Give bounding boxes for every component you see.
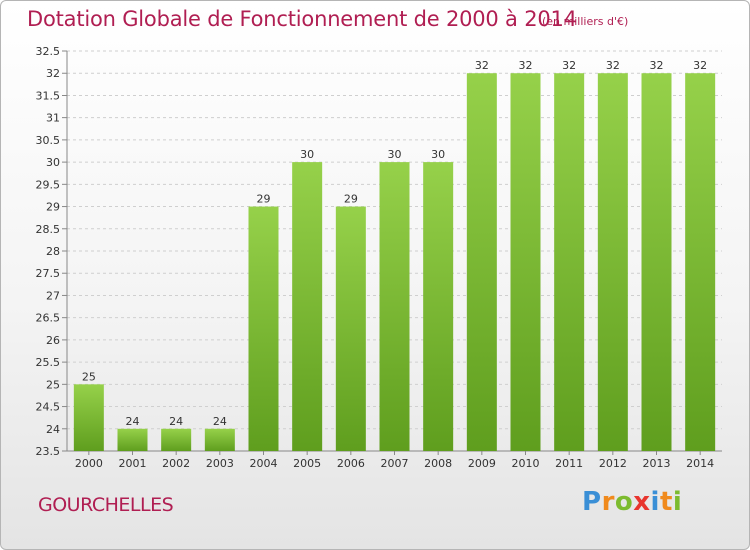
data-label: 24 [213,415,227,428]
bar [597,73,628,451]
y-tick-label: 27 [46,289,60,302]
data-label: 25 [82,370,96,383]
data-label: 32 [519,59,533,72]
proxiti-logo: Proxiti [582,487,682,517]
y-tick-label: 24.5 [36,401,61,414]
chart-subtitle: (en milliers d'€) [542,15,629,28]
data-label: 30 [388,148,402,161]
x-tick-label: 2011 [555,457,583,470]
data-label: 29 [257,193,271,206]
chart-title: Dotation Globale de Fonctionnement de 20… [27,7,577,31]
bar [73,384,104,451]
bar [117,428,148,451]
data-label: 32 [606,59,620,72]
logo-letter: P [582,487,602,517]
y-tick-label: 29 [46,201,60,214]
data-label: 30 [431,148,445,161]
y-tick-label: 31.5 [36,89,61,102]
x-tick-label: 2003 [206,457,234,470]
y-tick-label: 29.5 [36,178,61,191]
y-tick-label: 27.5 [36,267,61,280]
bar [379,162,410,451]
x-tick-label: 2004 [250,457,278,470]
logo-letter: i [672,487,683,517]
logo-letter: t [659,487,673,517]
bar [335,206,366,451]
logo-letter: i [650,487,660,517]
y-tick-label: 26 [46,334,60,347]
bar [510,73,541,451]
y-tick-label: 30.5 [36,134,61,147]
y-tick-label: 28.5 [36,223,61,236]
y-tick-label: 23.5 [36,445,61,458]
y-tick-label: 28 [46,245,60,258]
y-tick-label: 32 [46,67,60,80]
y-tick-label: 25 [46,378,60,391]
y-tick-label: 26.5 [36,312,61,325]
bar [466,73,497,451]
y-tick-label: 25.5 [36,356,61,369]
bar [554,73,585,451]
logo-letter: o [614,487,634,517]
y-tick-label: 32.5 [36,45,61,58]
x-tick-label: 2000 [75,457,103,470]
y-tick-label: 24 [46,423,60,436]
x-tick-label: 2012 [599,457,627,470]
data-label: 24 [169,415,183,428]
data-label: 32 [475,59,489,72]
bar [292,162,323,451]
x-tick-label: 2006 [337,457,365,470]
x-tick-label: 2001 [119,457,147,470]
logo-letter: x [633,487,651,517]
x-tick-label: 2010 [512,457,540,470]
data-label: 29 [344,193,358,206]
bar [204,428,235,451]
bar [423,162,454,451]
data-label: 30 [300,148,314,161]
y-tick-label: 30 [46,156,60,169]
x-tick-label: 2009 [468,457,496,470]
x-tick-label: 2002 [162,457,190,470]
y-tick-label: 31 [46,112,60,125]
x-tick-label: 2008 [424,457,452,470]
bar [685,73,716,451]
data-label: 24 [126,415,140,428]
logo-letter: r [601,487,615,517]
x-tick-label: 2014 [686,457,714,470]
bar [248,206,279,451]
x-tick-label: 2005 [293,457,321,470]
data-label: 32 [693,59,707,72]
bar [641,73,672,451]
commune-name: GOURCHELLES [38,494,174,516]
x-tick-label: 2013 [643,457,671,470]
data-label: 32 [650,59,664,72]
bar [161,428,192,451]
x-tick-label: 2007 [381,457,409,470]
data-label: 32 [562,59,576,72]
